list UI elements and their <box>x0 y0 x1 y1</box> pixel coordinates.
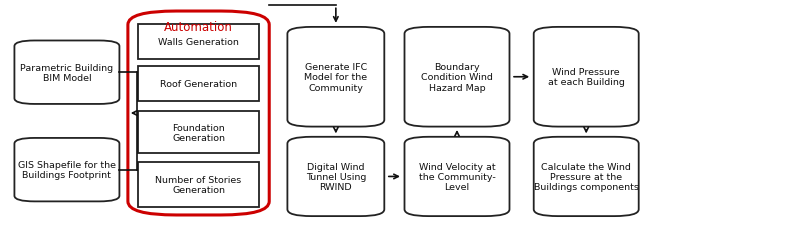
Text: Calculate the Wind
Pressure at the
Buildings components: Calculate the Wind Pressure at the Build… <box>534 162 638 192</box>
Text: Digital Wind
Tunnel Using
RWIND: Digital Wind Tunnel Using RWIND <box>306 162 366 192</box>
FancyBboxPatch shape <box>287 137 384 216</box>
Text: Walls Generation: Walls Generation <box>158 38 239 47</box>
Bar <box>138 25 259 60</box>
Text: Number of Stories
Generation: Number of Stories Generation <box>155 175 242 194</box>
FancyBboxPatch shape <box>128 12 269 215</box>
Text: Wind Pressure
at each Building: Wind Pressure at each Building <box>548 68 625 87</box>
FancyBboxPatch shape <box>534 137 639 216</box>
FancyBboxPatch shape <box>404 137 510 216</box>
Text: Wind Velocity at
the Community-
Level: Wind Velocity at the Community- Level <box>418 162 495 192</box>
FancyBboxPatch shape <box>15 41 120 104</box>
Text: Roof Generation: Roof Generation <box>160 80 237 89</box>
Bar <box>138 67 259 102</box>
Bar <box>138 162 259 207</box>
Text: Boundary
Condition Wind
Hazard Map: Boundary Condition Wind Hazard Map <box>421 63 493 92</box>
FancyBboxPatch shape <box>287 28 384 127</box>
FancyBboxPatch shape <box>15 138 120 202</box>
Text: GIS Shapefile for the
Buildings Footprint: GIS Shapefile for the Buildings Footprin… <box>18 160 116 180</box>
Text: Foundation
Generation: Foundation Generation <box>172 123 225 142</box>
Text: Automation: Automation <box>164 21 233 34</box>
Bar <box>138 112 259 153</box>
Text: Parametric Building
BIM Model: Parametric Building BIM Model <box>20 63 113 83</box>
FancyBboxPatch shape <box>534 28 639 127</box>
Text: Generate IFC
Model for the
Community: Generate IFC Model for the Community <box>304 63 367 92</box>
FancyBboxPatch shape <box>404 28 510 127</box>
